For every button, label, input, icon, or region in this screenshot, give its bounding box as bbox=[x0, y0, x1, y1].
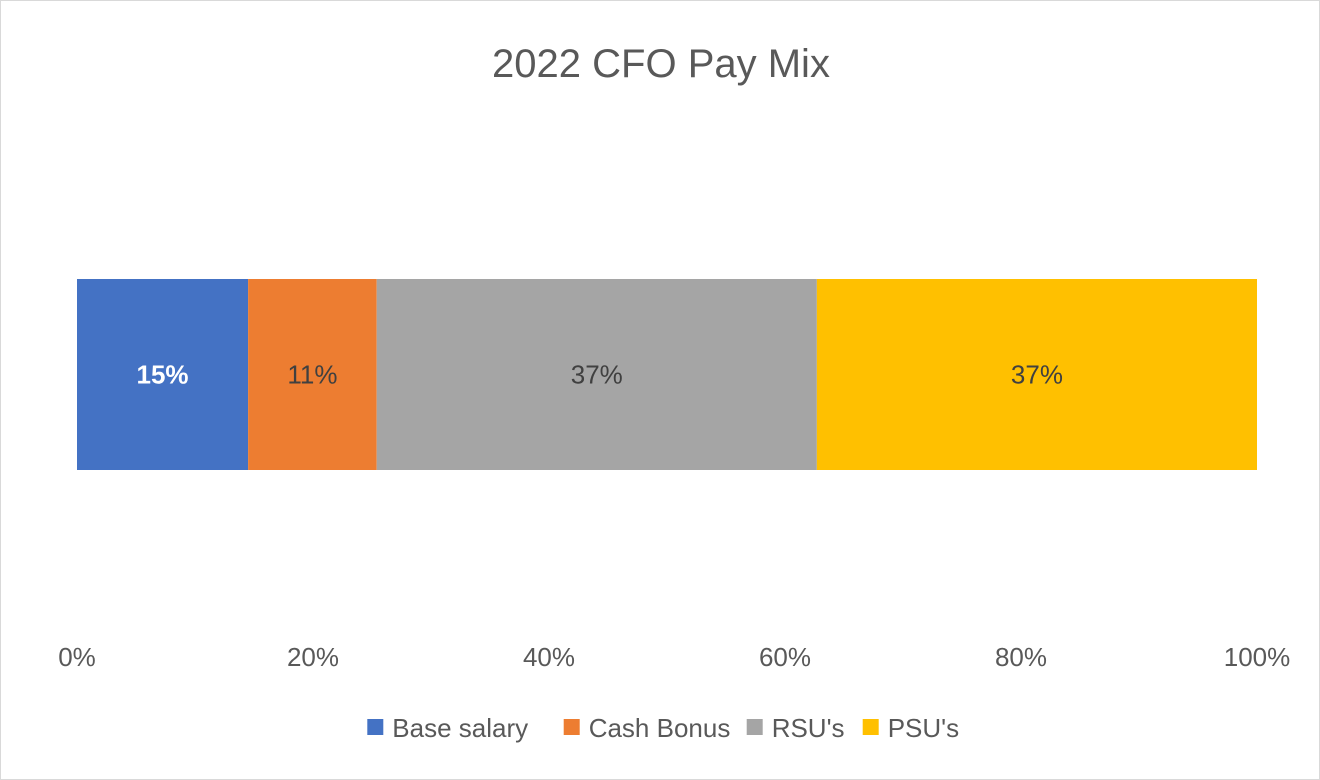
chart-title: 2022 CFO Pay Mix bbox=[492, 42, 830, 86]
legend-label: PSU's bbox=[888, 713, 959, 743]
bars-group bbox=[77, 279, 1257, 470]
legend-swatch bbox=[746, 719, 763, 735]
x-axis-ticks: 0% 20% 40% 60% 80% 100% bbox=[58, 642, 1290, 672]
data-label: 37% bbox=[571, 360, 623, 390]
bar-segment bbox=[248, 279, 377, 470]
x-tick-label: 40% bbox=[523, 642, 575, 672]
legend-label: Base salary bbox=[392, 713, 528, 743]
data-label: 11% bbox=[287, 360, 337, 390]
bar-segment bbox=[816, 279, 1257, 470]
legend-swatch bbox=[563, 719, 580, 735]
legend-label: Cash Bonus bbox=[589, 713, 731, 743]
x-tick-label: 60% bbox=[759, 642, 811, 672]
legend-swatch bbox=[367, 719, 384, 735]
bar-segment bbox=[77, 279, 249, 470]
data-label: 15% bbox=[137, 360, 189, 390]
x-tick-label: 20% bbox=[287, 642, 339, 672]
legend: Base salary Cash Bonus RSU's PSU's bbox=[367, 713, 959, 743]
bar-segment bbox=[376, 279, 817, 470]
data-labels-group: 15% 11% 37% 37% bbox=[137, 360, 1063, 390]
legend-swatch bbox=[862, 719, 879, 735]
x-tick-label: 100% bbox=[1224, 642, 1291, 672]
legend-label: RSU's bbox=[772, 713, 845, 743]
data-label: 37% bbox=[1011, 360, 1063, 390]
x-tick-label: 0% bbox=[58, 642, 96, 672]
x-tick-label: 80% bbox=[995, 642, 1047, 672]
